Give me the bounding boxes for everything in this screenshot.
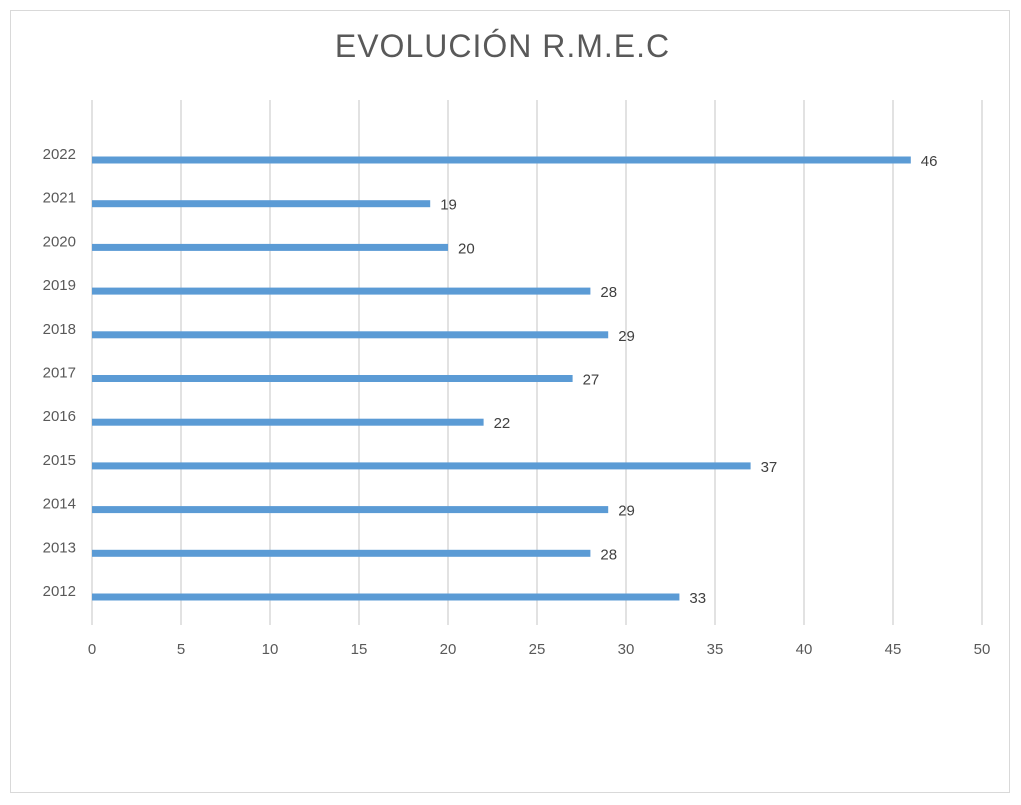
x-tick-label: 40 <box>796 641 813 658</box>
bar <box>92 156 911 164</box>
data-label: 33 <box>689 590 706 607</box>
x-tick-label: 20 <box>440 641 457 658</box>
bar <box>92 506 609 514</box>
data-label: 46 <box>921 153 938 170</box>
bar <box>92 200 431 208</box>
bar <box>92 593 680 601</box>
y-tick-label: 2022 <box>43 146 76 163</box>
data-label: 22 <box>494 415 511 432</box>
data-label: 29 <box>618 503 635 520</box>
y-tick-label: 2019 <box>43 277 76 294</box>
bar <box>92 287 591 295</box>
data-label: 29 <box>618 328 635 345</box>
x-tick-label: 25 <box>529 641 546 658</box>
x-tick-label: 0 <box>88 641 96 658</box>
data-label: 28 <box>600 546 617 563</box>
x-tick-label: 10 <box>262 641 279 658</box>
chart-frame <box>10 10 1010 793</box>
x-tick-label: 30 <box>618 641 635 658</box>
data-label: 27 <box>583 372 600 389</box>
y-axis-labels: 2012 2013 2014 2015 2016 2017 2018 2019 2020 2021… <box>43 146 76 600</box>
y-tick-label: 2014 <box>43 496 76 513</box>
y-tick-label: 2013 <box>43 539 76 556</box>
bars <box>92 156 911 601</box>
data-label: 37 <box>761 459 778 476</box>
x-tick-label: 50 <box>974 641 991 658</box>
bar <box>92 243 448 251</box>
bar <box>92 331 609 339</box>
x-tick-label: 35 <box>707 641 724 658</box>
y-tick-label: 2015 <box>43 452 76 469</box>
data-label: 19 <box>440 197 457 214</box>
y-tick-label: 2012 <box>43 583 76 600</box>
y-tick-label: 2017 <box>43 365 76 382</box>
bar <box>92 462 751 470</box>
bar <box>92 418 484 426</box>
x-tick-label: 15 <box>351 641 368 658</box>
bar <box>92 549 591 557</box>
x-tick-label: 45 <box>885 641 902 658</box>
y-tick-label: 2020 <box>43 233 76 250</box>
bar <box>92 375 573 382</box>
data-labels: 33 28 29 37 22 27 29 28 20 19 46 <box>440 153 937 607</box>
x-axis-labels: 0 5 10 15 20 25 30 35 40 45 50 <box>88 641 991 658</box>
y-tick-label: 2016 <box>43 408 76 425</box>
data-label: 20 <box>458 240 475 257</box>
y-tick-label: 2018 <box>43 321 76 338</box>
gridlines <box>91 100 983 625</box>
chart-title: EVOLUCIÓN R.M.E.C <box>334 28 671 64</box>
data-label: 28 <box>600 284 617 301</box>
x-tick-label: 5 <box>177 641 185 658</box>
y-tick-label: 2021 <box>43 190 76 207</box>
